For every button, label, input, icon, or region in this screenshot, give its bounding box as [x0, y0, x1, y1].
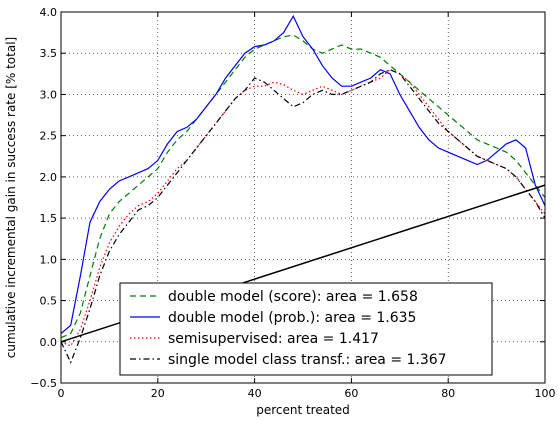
y-tick-label: 0.0 — [40, 336, 58, 349]
series-line-1 — [60, 14, 546, 334]
legend-label: double model (prob.): area = 1.635 — [168, 310, 416, 326]
y-tick-label: 1.5 — [40, 212, 58, 225]
legend-label: double model (score): area = 1.658 — [168, 289, 418, 305]
y-tick-label: 3.0 — [40, 88, 58, 101]
ticks: 0 20 40 60 80 100 −0.5 0.0 0.5 1.0 1.5 2.0 2.5 3.0 3.5… — [30, 6, 555, 400]
x-tick-label: 100 — [535, 387, 556, 400]
y-tick-label: 3.5 — [40, 47, 58, 60]
x-tick-label: 80 — [441, 387, 455, 400]
plot-frame — [60, 11, 546, 384]
legend: double model (score): area = 1.658 double… — [119, 282, 493, 376]
y-tick-label: 4.0 — [40, 6, 58, 19]
x-tick-label: 0 — [58, 387, 65, 400]
y-tick-label: −0.5 — [30, 377, 57, 390]
x-tick-label: 40 — [248, 387, 262, 400]
legend-label: single model class transf.: area = 1.367 — [168, 352, 447, 368]
y-tick-label: 2.0 — [40, 171, 58, 184]
legend-label: semisupervised: area = 1.417 — [168, 331, 379, 347]
y-tick-label: 1.0 — [40, 253, 58, 266]
x-tick-label: 60 — [344, 387, 358, 400]
y-axis-label: cumulative incremental gain in success r… — [4, 37, 18, 358]
series-line-0 — [60, 34, 546, 339]
y-tick-label: 2.5 — [40, 130, 58, 143]
x-axis-label: percent treated — [256, 403, 350, 417]
x-tick-label: 20 — [151, 387, 165, 400]
series-line-2 — [60, 69, 546, 347]
series-line-3 — [60, 69, 546, 364]
legend-frame — [119, 282, 493, 376]
y-tick-label: 0.5 — [40, 295, 58, 308]
